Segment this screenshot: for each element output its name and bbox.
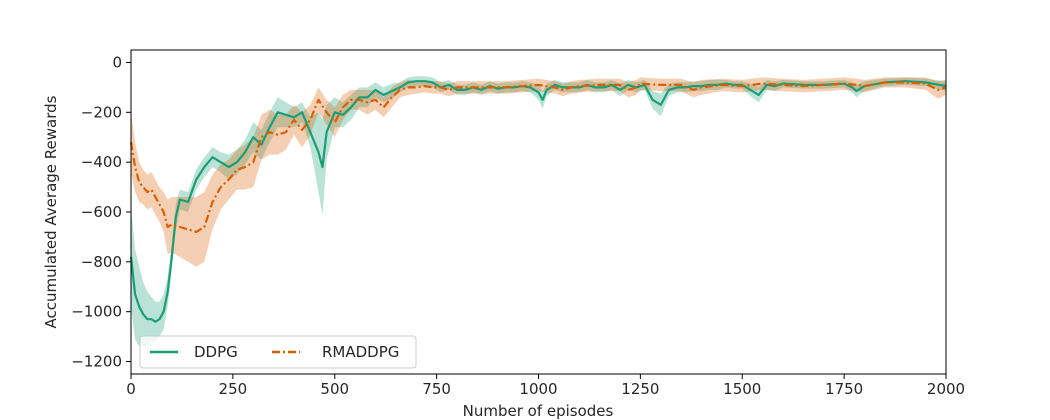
x-axis-label: Number of episodes	[463, 402, 614, 420]
series-line-ddpg	[129, 80, 947, 323]
y-tick-label: 0	[112, 53, 122, 71]
x-tick-label: 500	[320, 380, 349, 398]
x-tick-label: 1000	[519, 380, 557, 398]
legend-label-ddpg: DDPG	[194, 343, 238, 361]
y-axis-label: Accumulated Average Rewards	[42, 95, 60, 328]
legend: DDPG RMADDPG	[139, 335, 417, 369]
y-tick-label: −200	[81, 103, 122, 121]
series-line-rmaddpg	[129, 81, 947, 233]
x-tick-label: 1250	[621, 380, 659, 398]
x-tick-label: 1750	[825, 380, 863, 398]
band-rmaddpg	[131, 77, 946, 267]
x-tick-label: 1500	[723, 380, 761, 398]
y-tick-label: −400	[81, 153, 122, 171]
y-tick-label: −600	[81, 203, 122, 221]
x-tick-label: 750	[422, 380, 451, 398]
y-tick-label: −800	[81, 253, 122, 271]
series-lines	[129, 80, 947, 323]
x-tick-label: 250	[219, 380, 248, 398]
x-tick-label: 2000	[927, 380, 965, 398]
legend-label-rmaddpg: RMADDPG	[322, 343, 399, 361]
y-tick-label: −1200	[71, 353, 122, 371]
x-axis: 0 250 500 750 1000 1250 1500 1750 2000	[126, 374, 965, 398]
y-tick-label: −1000	[71, 303, 122, 321]
x-tick-label: 0	[126, 380, 136, 398]
y-axis: 0 −200 −400 −600 −800 −1000 −1200	[71, 53, 131, 371]
confidence-bands	[131, 76, 946, 347]
